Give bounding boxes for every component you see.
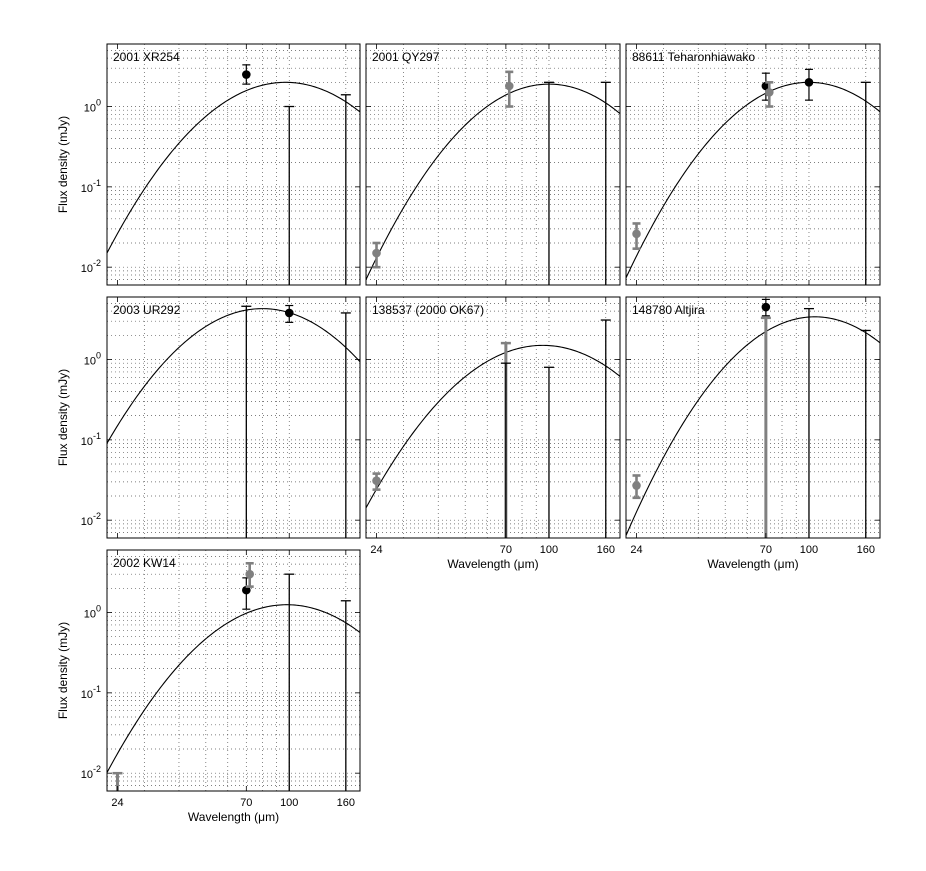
data-point xyxy=(504,70,514,108)
x-tick-label: 70 xyxy=(760,544,772,556)
panel-title: 2002 KW14 xyxy=(113,556,176,570)
axes-frame xyxy=(106,296,361,539)
data-point xyxy=(764,81,774,108)
model-curve xyxy=(107,604,360,773)
upper-limit xyxy=(340,312,351,538)
panel-5: 138537 (2000 OK67) 24 70 100 160 Wavelength (… xyxy=(365,296,621,571)
x-axis-label: Wavelength (μm) xyxy=(447,557,538,571)
grid xyxy=(107,549,360,792)
y-tick-label: 10-2 xyxy=(81,511,101,528)
upper-limit xyxy=(760,316,771,538)
x-tick-label: 24 xyxy=(111,797,123,809)
model-curve xyxy=(107,81,360,254)
panel-title: 138537 (2000 OK67) xyxy=(372,303,484,317)
upper-limit xyxy=(860,81,871,285)
panel-title: 88611 Teharonhiawako xyxy=(632,50,755,64)
y-tick-label: 10-2 xyxy=(81,764,101,781)
data-point xyxy=(284,304,294,323)
upper-limit xyxy=(600,81,611,285)
axes-frame xyxy=(365,296,621,539)
model-curve xyxy=(626,316,880,536)
panel-title: 2001 QY297 xyxy=(372,50,440,64)
panel-1: 2001 XR254 10-2 10-1 100 Flux density (mJy) xyxy=(56,43,361,286)
x-tick-label: 70 xyxy=(500,544,512,556)
axes-frame xyxy=(365,43,621,286)
axes-frame xyxy=(106,43,361,286)
upper-limit xyxy=(284,573,295,791)
panel-title: 148780 Altjira xyxy=(632,303,705,317)
upper-limit xyxy=(543,81,554,285)
upper-limit xyxy=(860,329,871,538)
x-tick-label: 70 xyxy=(240,797,252,809)
panel-title: 2001 XR254 xyxy=(113,50,180,64)
panel-4: 2003 UR292 10-2 10-1 100 Flux density (mJy) xyxy=(56,296,361,539)
y-tick-label: 10-2 xyxy=(81,258,101,275)
data-point xyxy=(372,241,381,269)
data-point xyxy=(632,474,641,500)
y-axis-label: Flux density (mJy) xyxy=(56,116,70,213)
x-tick-label: 100 xyxy=(540,544,558,556)
panel-title: 2003 UR292 xyxy=(113,303,181,317)
model-curve xyxy=(107,308,360,444)
x-tick-label: 100 xyxy=(800,544,818,556)
y-tick-label: 10-1 xyxy=(81,431,101,448)
grid xyxy=(366,296,620,539)
axes-frame xyxy=(625,296,881,539)
upper-limit xyxy=(500,362,511,538)
y-tick-label: 100 xyxy=(84,351,101,368)
model-curve xyxy=(626,81,880,279)
x-tick-label: 100 xyxy=(280,797,298,809)
panel-2: 2001 QY297 xyxy=(365,43,621,286)
x-axis-label: Wavelength (μm) xyxy=(188,810,279,824)
upper-limit xyxy=(340,94,351,285)
grid xyxy=(366,43,620,286)
x-tick-label: 24 xyxy=(370,544,382,556)
upper-limit xyxy=(241,305,252,538)
model-curve xyxy=(366,83,620,280)
y-axis-label: Flux density (mJy) xyxy=(56,622,70,719)
grid xyxy=(626,43,880,286)
upper-limit xyxy=(803,307,814,538)
data-point xyxy=(632,222,641,250)
grid xyxy=(626,296,880,539)
y-tick-label: 100 xyxy=(84,98,101,115)
data-point xyxy=(372,472,381,491)
y-tick-label: 10-1 xyxy=(81,684,101,701)
y-axis-label: Flux density (mJy) xyxy=(56,369,70,466)
x-tick-label: 160 xyxy=(597,544,615,556)
grid xyxy=(107,43,360,286)
data-point xyxy=(804,68,814,101)
x-tick-label: 24 xyxy=(630,544,642,556)
upper-limit xyxy=(543,366,554,538)
upper-limit xyxy=(600,319,611,538)
axes-frame xyxy=(625,43,881,286)
y-tick-label: 100 xyxy=(84,604,101,621)
model-curve xyxy=(366,344,620,509)
panel-3: 88611 Teharonhiawako xyxy=(625,43,881,286)
x-tick-label: 160 xyxy=(857,544,875,556)
x-tick-label: 160 xyxy=(337,797,355,809)
x-axis-label: Wavelength (μm) xyxy=(707,557,798,571)
data-point xyxy=(245,561,255,588)
upper-limit xyxy=(340,600,351,791)
axes-frame xyxy=(106,549,361,792)
upper-limit xyxy=(284,105,295,285)
data-point xyxy=(242,64,251,85)
y-tick-label: 10-1 xyxy=(81,178,101,195)
panel-6: 148780 Altjira 24 70 100 160 Wavelength (μm) xyxy=(625,296,881,571)
panel-7: 2002 KW14 10-2 10-1 100 Flux density (mJy) 24… xyxy=(56,549,361,824)
grid xyxy=(107,296,360,539)
